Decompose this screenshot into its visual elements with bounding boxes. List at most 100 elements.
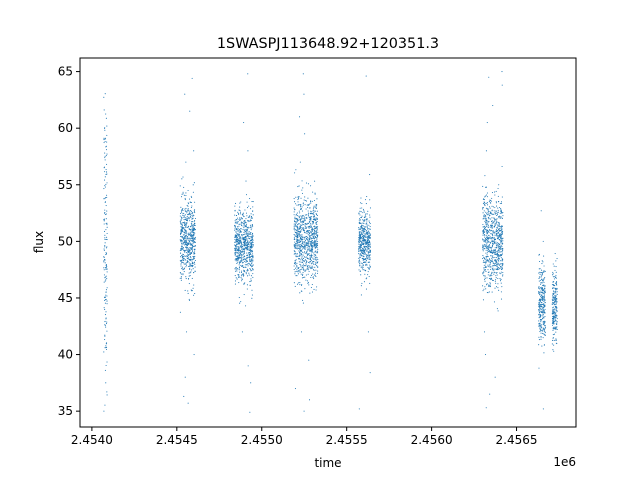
data-point: [309, 217, 311, 219]
data-point: [494, 262, 496, 264]
data-point: [305, 251, 307, 254]
data-point: [250, 238, 252, 240]
data-point: [358, 238, 360, 240]
data-point: [541, 274, 543, 276]
data-point: [495, 228, 497, 230]
data-point: [190, 221, 193, 223]
data-point: [250, 219, 252, 221]
data-point: [368, 224, 370, 226]
data-point: [369, 228, 371, 230]
data-point: [301, 254, 303, 256]
data-point: [496, 212, 498, 214]
data-point: [234, 238, 236, 241]
data-point: [104, 140, 106, 143]
data-point: [300, 215, 302, 217]
data-point: [245, 232, 247, 234]
data-point: [193, 240, 195, 242]
data-point: [105, 317, 107, 319]
data-point: [543, 278, 545, 280]
data-point: [501, 259, 503, 261]
data-point: [179, 221, 182, 223]
data-point: [485, 244, 487, 246]
data-point: [502, 215, 504, 217]
data-point: [491, 233, 493, 235]
data-point: [304, 270, 307, 272]
data-point: [250, 250, 252, 252]
data-point: [314, 218, 316, 220]
data-point: [482, 248, 484, 251]
data-point: [358, 212, 360, 214]
data-point: [296, 283, 299, 285]
data-point: [314, 225, 316, 227]
data-point: [299, 240, 301, 242]
data-point: [365, 230, 368, 232]
data-point: [106, 330, 108, 332]
data-point: [294, 217, 296, 219]
data-point: [106, 134, 108, 136]
data-point: [483, 231, 485, 233]
data-point: [104, 369, 106, 371]
data-point: [497, 263, 499, 266]
data-point: [296, 248, 298, 250]
data-point: [185, 249, 187, 251]
data-point: [294, 260, 296, 262]
data-point: [542, 306, 544, 308]
data-point: [304, 247, 306, 249]
data-point: [491, 209, 493, 211]
data-point: [193, 255, 195, 258]
data-point: [103, 274, 105, 276]
data-point: [234, 222, 236, 224]
data-point: [191, 218, 193, 220]
data-point: [236, 236, 238, 238]
data-point: [103, 261, 105, 263]
data-point: [104, 93, 106, 95]
data-point: [495, 221, 497, 223]
data-point: [312, 233, 314, 235]
data-point: [302, 271, 304, 274]
data-point: [181, 256, 183, 259]
data-point: [303, 238, 305, 240]
data-point: [186, 218, 188, 220]
data-point: [106, 182, 108, 184]
data-point: [194, 217, 197, 220]
data-point: [540, 272, 542, 274]
data-point: [234, 254, 236, 256]
data-point: [554, 297, 556, 299]
data-point: [186, 260, 188, 262]
data-point: [307, 241, 309, 243]
data-point: [316, 210, 318, 212]
data-point: [234, 236, 236, 238]
data-point: [302, 204, 304, 206]
data-point: [541, 330, 543, 332]
data-point: [555, 282, 557, 284]
data-point: [244, 305, 247, 307]
data-point: [300, 225, 302, 227]
data-point: [490, 202, 492, 204]
data-point: [488, 245, 490, 247]
data-point: [104, 159, 106, 161]
data-point: [489, 249, 491, 251]
data-point: [368, 234, 370, 236]
data-point: [360, 254, 362, 256]
data-point: [187, 236, 189, 238]
data-point: [482, 258, 484, 260]
data-point: [538, 320, 540, 322]
data-point: [485, 194, 488, 196]
data-point: [294, 224, 297, 226]
data-point: [187, 213, 190, 215]
data-point: [492, 221, 494, 224]
data-point: [362, 259, 364, 261]
data-point: [295, 233, 297, 235]
data-point: [103, 109, 105, 111]
data-point: [495, 210, 497, 212]
x-tick-label: 2.4550: [241, 433, 283, 447]
data-point: [310, 202, 312, 204]
data-point: [294, 201, 296, 203]
data-point: [185, 276, 187, 278]
data-point: [183, 228, 185, 230]
data-point: [501, 265, 503, 267]
data-point: [250, 260, 252, 262]
data-point: [238, 232, 240, 234]
data-point: [491, 205, 493, 207]
